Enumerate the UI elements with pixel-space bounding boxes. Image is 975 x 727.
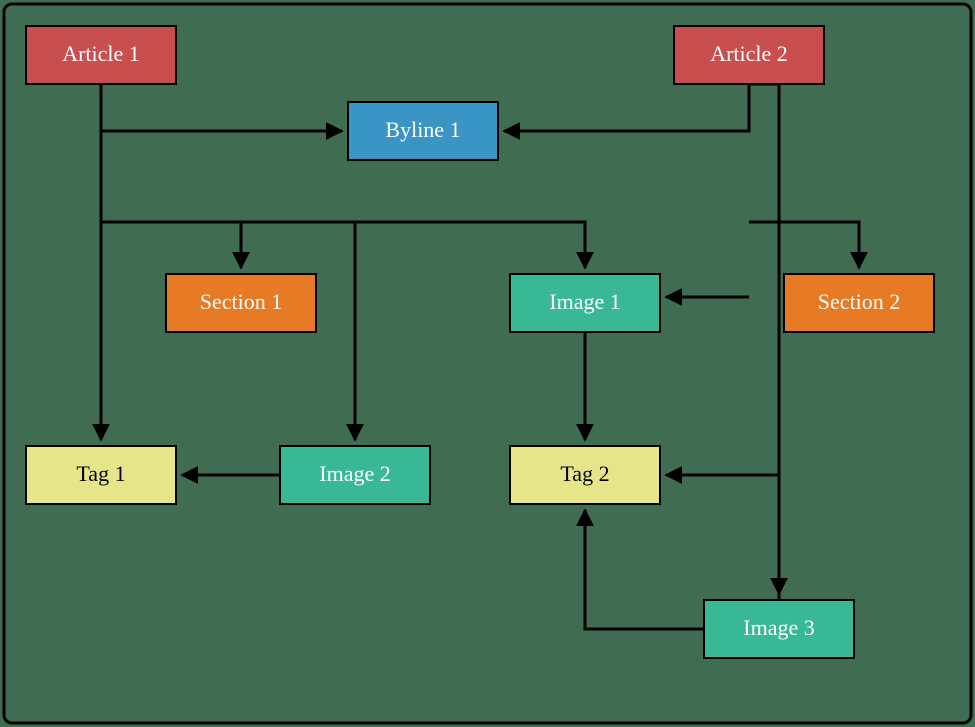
node-label-section2: Section 2 (818, 289, 901, 314)
diagram-canvas: Article 1 Article 2 Byline 1 Section 1 Secti… (0, 0, 975, 727)
node-tag2: Tag 2 (510, 446, 660, 504)
node-section2: Section 2 (784, 274, 934, 332)
node-byline1: Byline 1 (348, 102, 498, 160)
node-label-article2: Article 2 (710, 41, 788, 66)
node-label-article1: Article 1 (62, 41, 140, 66)
node-label-tag2: Tag 2 (560, 461, 609, 486)
node-image3: Image 3 (704, 600, 854, 658)
node-section1: Section 1 (166, 274, 316, 332)
node-label-tag1: Tag 1 (76, 461, 125, 486)
node-article2: Article 2 (674, 26, 824, 84)
node-label-image1: Image 1 (549, 289, 620, 314)
node-label-image2: Image 2 (319, 461, 390, 486)
node-image1: Image 1 (510, 274, 660, 332)
node-tag1: Tag 1 (26, 446, 176, 504)
node-label-section1: Section 1 (200, 289, 283, 314)
node-image2: Image 2 (280, 446, 430, 504)
node-label-byline1: Byline 1 (385, 117, 460, 142)
node-article1: Article 1 (26, 26, 176, 84)
node-label-image3: Image 3 (743, 615, 814, 640)
